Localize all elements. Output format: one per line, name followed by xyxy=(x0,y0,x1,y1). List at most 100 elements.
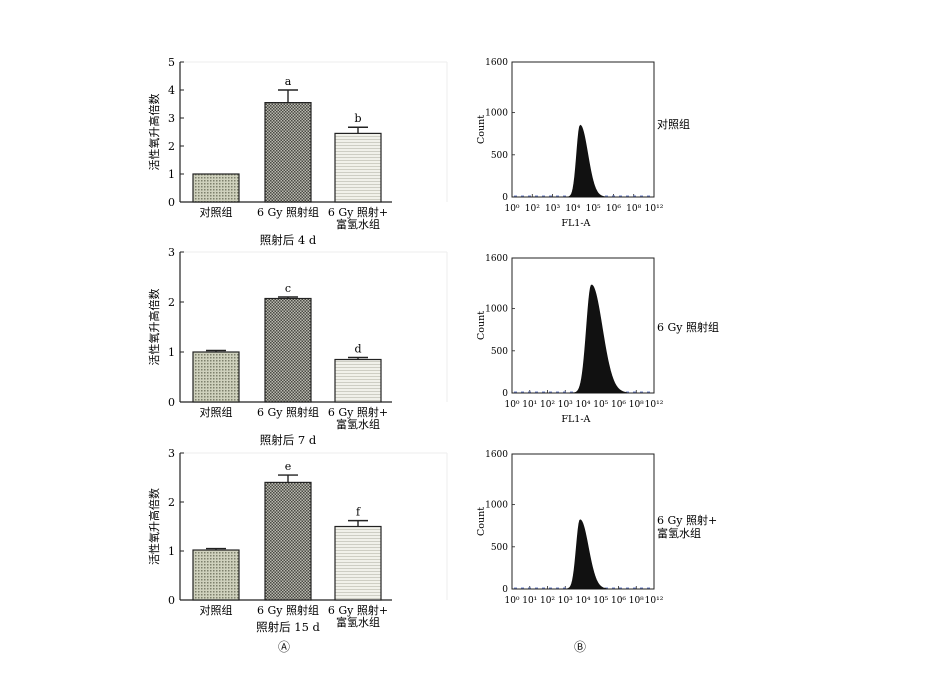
category-label: 6 Gy 照射组 xyxy=(257,405,319,419)
significance-letter: b xyxy=(354,112,361,125)
bar xyxy=(334,525,382,601)
y-tick-label: 5 xyxy=(168,56,175,69)
category-label: 对照组 xyxy=(200,405,233,419)
x-tick-label: 10⁸ xyxy=(629,400,644,410)
bar xyxy=(334,358,382,403)
x-tick-label: 10³ xyxy=(545,204,560,214)
panel-a-label: Ⓐ xyxy=(278,640,291,654)
y-tick-label: 1000 xyxy=(485,305,508,315)
y-tick-label: 0 xyxy=(168,594,175,607)
y-tick-label: 2 xyxy=(168,496,175,509)
group-label: 富氢水组 xyxy=(657,526,701,540)
y-tick-label: 500 xyxy=(491,543,508,553)
group-label: 对照组 xyxy=(657,117,690,131)
category-label: 富氢水组 xyxy=(336,217,380,231)
y-axis-label: Count xyxy=(476,115,487,144)
y-tick-label: 1600 xyxy=(485,450,508,460)
significance-letter: e xyxy=(285,460,292,473)
x-tick-label: 10¹² xyxy=(645,204,664,214)
x-tick-label: 10² xyxy=(540,400,555,410)
category-label: 对照组 xyxy=(200,205,233,219)
histogram-1: 0 500 1000 1600 Count 10⁰ 10² 10³ 10⁴ 10⁵ 10⁶ 10⁸ 10… xyxy=(476,58,690,229)
x-tick-label: 10⁶ xyxy=(606,204,621,214)
bar xyxy=(192,351,240,403)
y-axis-label: 活性氧升高倍数 xyxy=(147,289,161,366)
x-tick-label: 10¹² xyxy=(645,400,664,410)
x-tick-label: 10² xyxy=(540,596,555,606)
y-tick-label: 2 xyxy=(168,296,175,309)
significance-letter: c xyxy=(285,282,291,295)
category-label: 6 Gy 照射+ xyxy=(328,603,388,617)
x-tick-label: 10⁸ xyxy=(629,596,644,606)
bar xyxy=(264,101,312,203)
category-label: 富氢水组 xyxy=(336,417,380,431)
chart-title: 照射后 7 d xyxy=(260,433,317,447)
y-tick-label: 0 xyxy=(502,585,508,595)
x-tick-label: 10¹ xyxy=(522,596,537,606)
panel-b-label: Ⓑ xyxy=(574,640,587,654)
y-tick-label: 1000 xyxy=(485,501,508,511)
y-tick-label: 500 xyxy=(491,347,508,357)
y-tick-label: 500 xyxy=(491,151,508,161)
y-axis-label: 活性氧升高倍数 xyxy=(147,94,161,171)
bar xyxy=(192,173,240,203)
bar xyxy=(264,297,312,403)
x-tick-label: 10⁵ xyxy=(593,596,608,606)
y-tick-label: 2 xyxy=(168,140,175,153)
x-tick-label: 10⁵ xyxy=(593,400,608,410)
histogram-peak xyxy=(562,519,608,590)
x-tick-label: 10¹² xyxy=(645,596,664,606)
y-axis-label: Count xyxy=(476,507,487,536)
y-tick-label: 4 xyxy=(168,84,175,97)
chart-title: 照射后 4 d xyxy=(260,233,317,247)
y-tick-label: 0 xyxy=(502,193,508,203)
x-axis-label: FL1-A xyxy=(561,414,590,425)
significance-letter: a xyxy=(285,75,292,88)
x-tick-label: 10⁰ xyxy=(504,400,519,410)
y-tick-label: 0 xyxy=(502,389,508,399)
y-axis-label: Count xyxy=(476,311,487,340)
histogram-peak xyxy=(564,124,605,198)
bar xyxy=(334,132,382,203)
y-tick-label: 0 xyxy=(168,396,175,409)
x-tick-label: 10⁶ xyxy=(611,596,626,606)
y-tick-label: 3 xyxy=(168,447,175,460)
histogram-peak xyxy=(568,284,627,394)
group-label: 6 Gy 照射组 xyxy=(657,320,719,334)
y-tick-label: 1 xyxy=(168,168,175,181)
y-tick-label: 3 xyxy=(168,112,175,125)
x-tick-label: 10⁰ xyxy=(504,204,519,214)
x-tick-label: 10⁴ xyxy=(575,596,590,606)
y-tick-label: 1 xyxy=(168,545,175,558)
group-label: 6 Gy 照射+ xyxy=(657,513,717,527)
x-tick-label: 10³ xyxy=(558,596,573,606)
significance-letter: d xyxy=(354,343,361,356)
significance-letter: f xyxy=(356,506,361,519)
y-tick-label: 1600 xyxy=(485,58,508,68)
x-tick-label: 10⁰ xyxy=(504,596,519,606)
x-tick-label: 10⁵ xyxy=(586,204,601,214)
x-tick-label: 10⁸ xyxy=(626,204,641,214)
x-axis-label: FL1-A xyxy=(561,218,590,229)
x-tick-label: 10² xyxy=(525,204,540,214)
bar xyxy=(192,549,240,601)
category-label: 6 Gy 照射+ xyxy=(328,205,388,219)
y-tick-label: 1600 xyxy=(485,254,508,264)
category-label: 富氢水组 xyxy=(336,615,380,629)
category-label: 6 Gy 照射组 xyxy=(257,603,319,617)
x-tick-label: 10¹ xyxy=(522,400,537,410)
y-axis-label: 活性氧升高倍数 xyxy=(147,488,161,565)
category-label: 对照组 xyxy=(200,603,233,617)
x-tick-label: 10⁴ xyxy=(565,204,580,214)
chart-title: 照射后 15 d xyxy=(256,620,320,634)
x-tick-label: 10⁶ xyxy=(611,400,626,410)
category-label: 6 Gy 照射+ xyxy=(328,405,388,419)
bar xyxy=(264,481,312,601)
y-tick-label: 1000 xyxy=(485,109,508,119)
y-tick-label: 3 xyxy=(168,246,175,259)
